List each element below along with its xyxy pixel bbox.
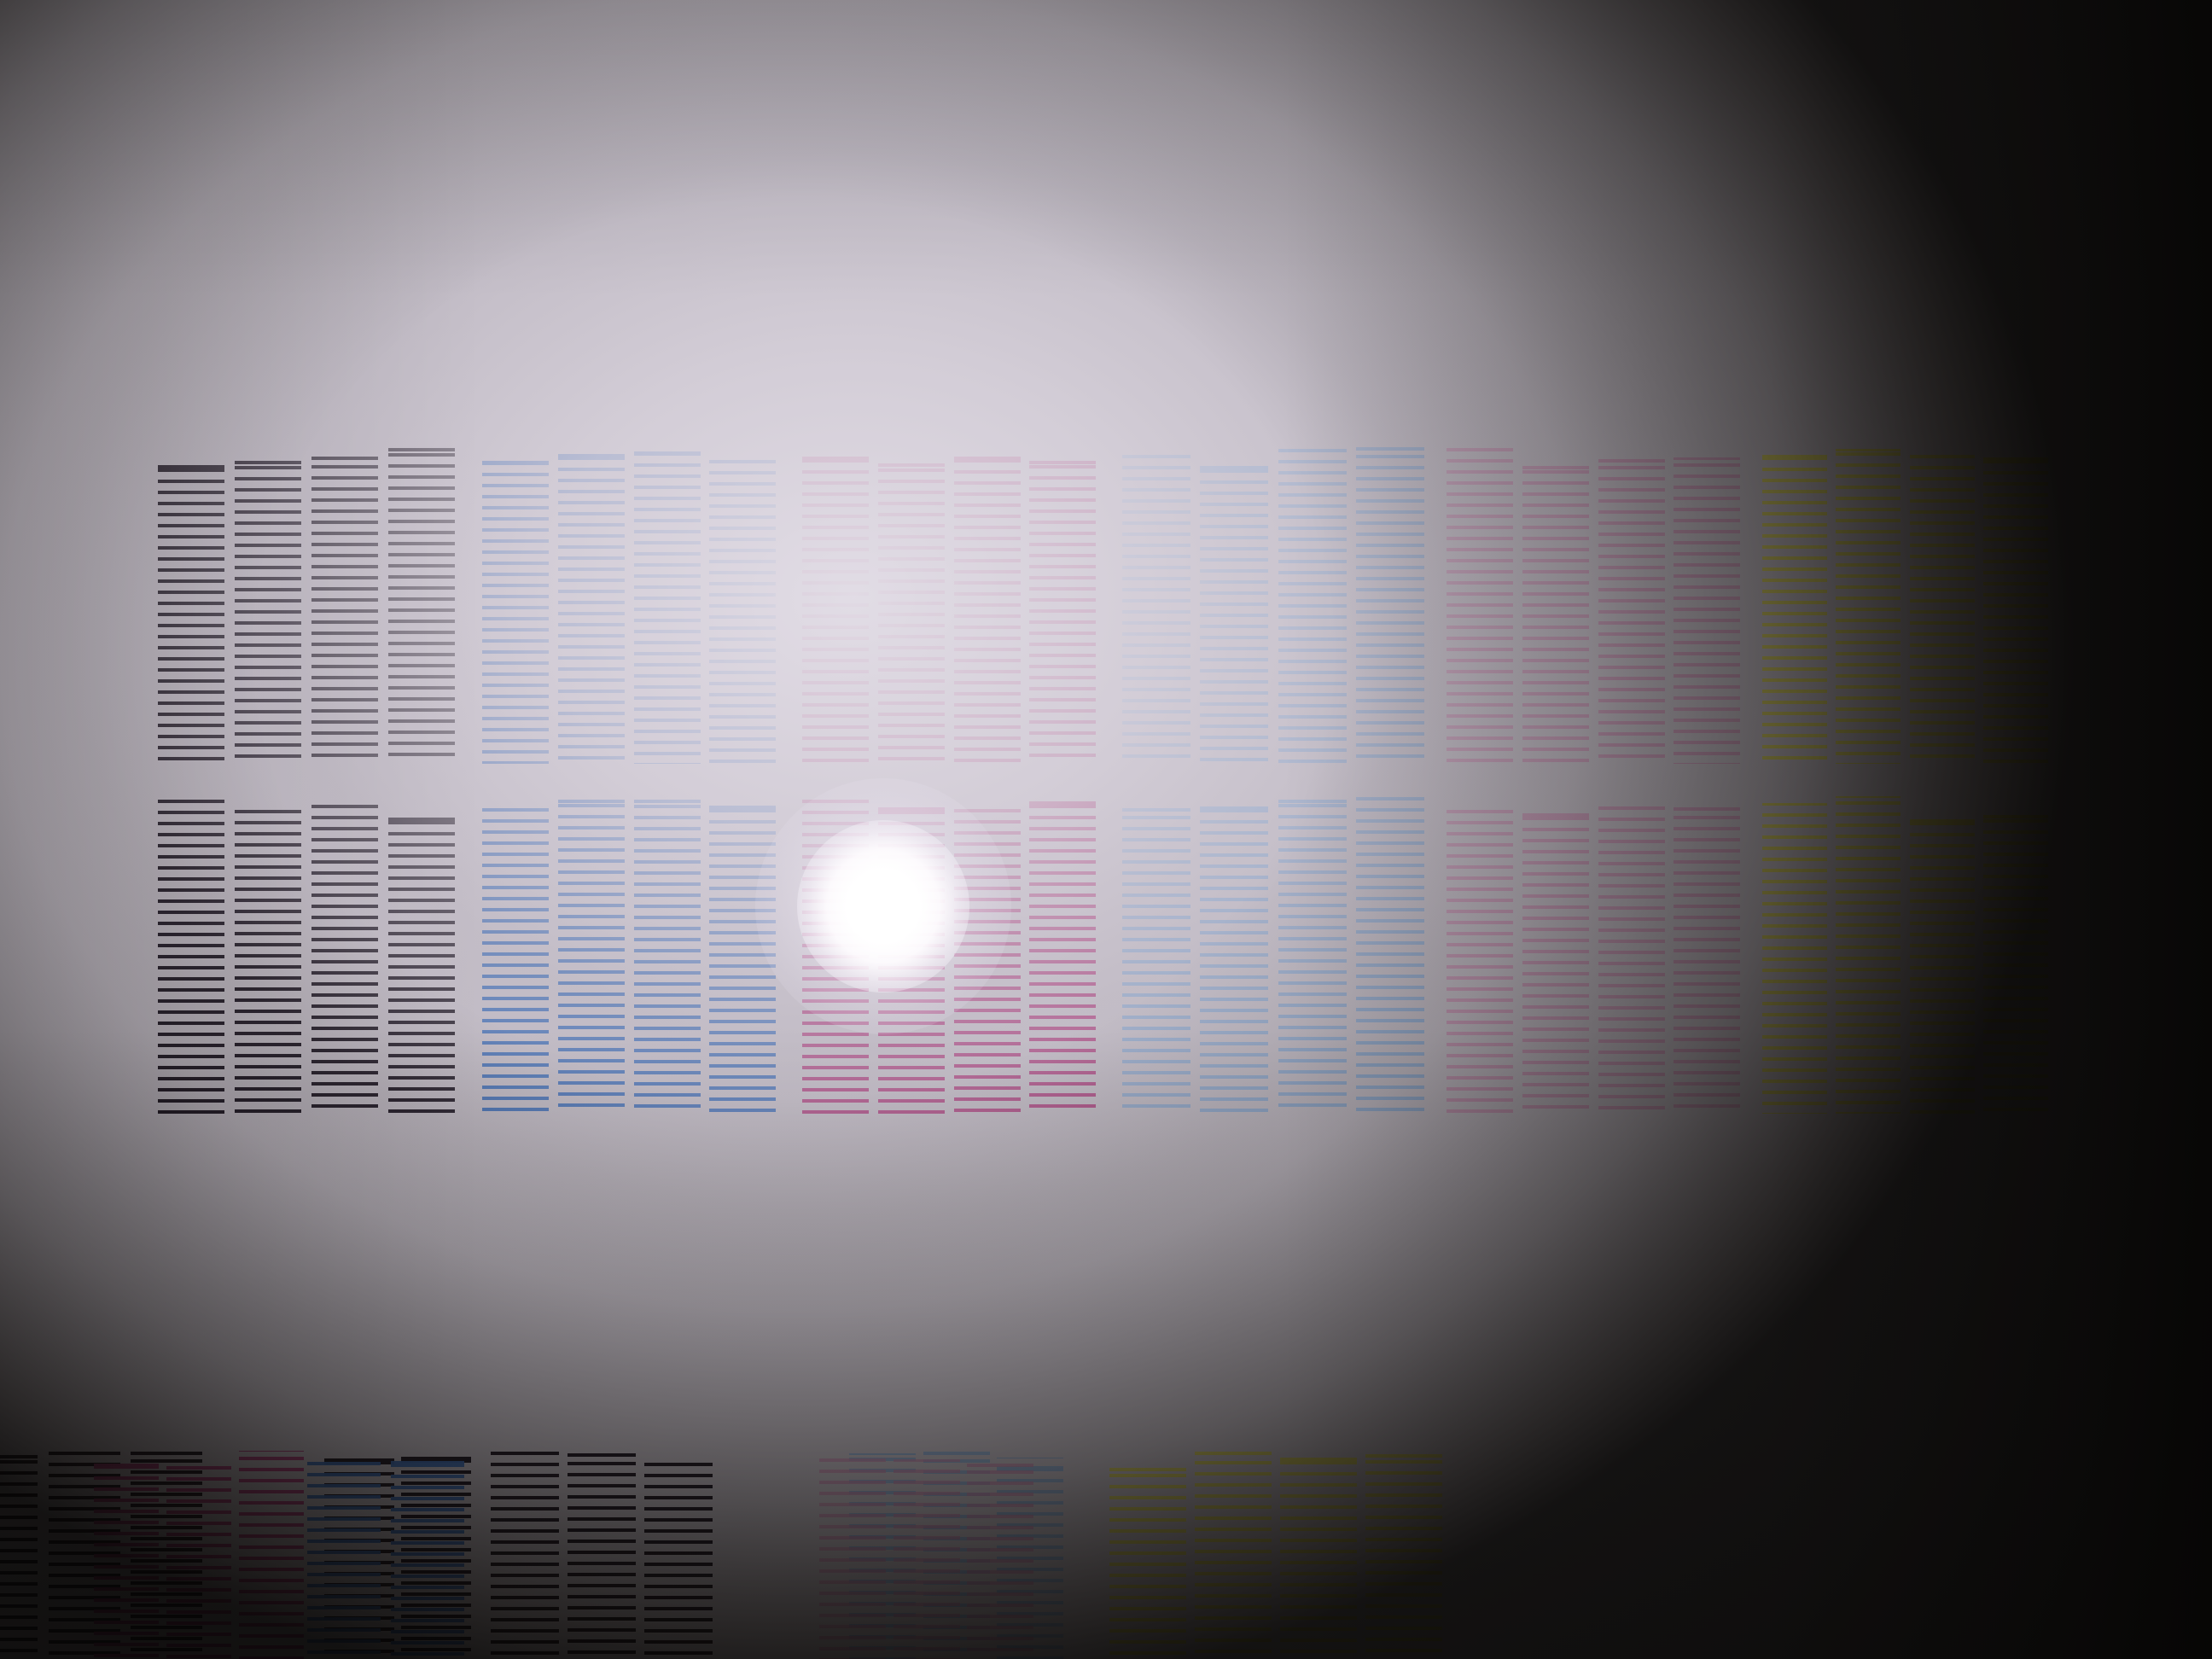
group-yellow-3 bbox=[1109, 1449, 1451, 1659]
group-lightmagenta-1-col-2 bbox=[1522, 460, 1589, 764]
group-lightmagenta-2-col-1 bbox=[1447, 807, 1513, 1114]
group-cyan-1-col-1 bbox=[482, 461, 549, 764]
group-black-2-col-1 bbox=[158, 798, 224, 1114]
group-lightmagenta-3-col-3 bbox=[967, 1464, 1033, 1659]
group-yellow-3-col-4 bbox=[1365, 1453, 1442, 1659]
group-lightmagenta-1 bbox=[1447, 444, 1749, 764]
group-yellow-1-col-4 bbox=[1983, 451, 2048, 764]
group-yellow-1-col-1 bbox=[1762, 451, 1827, 764]
group-lightmagenta-2 bbox=[1447, 794, 1749, 1114]
group-cyan-3 bbox=[307, 1449, 474, 1659]
group-black-1-col-1 bbox=[158, 461, 224, 764]
group-yellow-2-col-1 bbox=[1762, 803, 1827, 1114]
group-black-2-col-2 bbox=[235, 803, 301, 1114]
group-yellow-1 bbox=[1762, 444, 2057, 764]
group-lightmagenta-1-col-3 bbox=[1598, 457, 1665, 764]
group-black-1-col-4 bbox=[388, 448, 455, 764]
group-magenta-2-col-3 bbox=[954, 804, 1021, 1114]
group-magenta-2 bbox=[802, 794, 1105, 1114]
group-lightmagenta-2-col-3 bbox=[1598, 803, 1665, 1114]
group-black-2 bbox=[158, 794, 465, 1114]
group-magenta-1-col-4 bbox=[1029, 460, 1096, 764]
group-lightcyan-2-col-1 bbox=[1122, 806, 1190, 1114]
group-lightmagenta-2-col-4 bbox=[1674, 806, 1740, 1114]
group-magenta-1-col-1 bbox=[802, 451, 869, 764]
group-black-1-col-3 bbox=[311, 456, 378, 764]
group-cyan-2 bbox=[482, 794, 785, 1114]
group-lightcyan-1-col-3 bbox=[1278, 448, 1347, 764]
group-black-1 bbox=[158, 444, 465, 764]
group-lightmagenta-1-col-1 bbox=[1447, 445, 1513, 764]
group-cyan-3-col-2 bbox=[391, 1457, 464, 1659]
group-magenta-1 bbox=[802, 444, 1105, 764]
group-lightcyan-2 bbox=[1122, 794, 1434, 1114]
group-black-5-col-1 bbox=[491, 1451, 559, 1659]
group-magenta-2-col-2 bbox=[878, 800, 945, 1114]
group-magenta-1-col-2 bbox=[878, 459, 945, 764]
group-lightcyan-1 bbox=[1122, 444, 1434, 764]
group-lightcyan-2-col-2 bbox=[1200, 800, 1268, 1114]
group-cyan-3-col-1 bbox=[307, 1460, 381, 1659]
group-black-5-col-3 bbox=[644, 1461, 713, 1659]
group-magenta-3 bbox=[94, 1449, 311, 1659]
group-yellow-2-col-2 bbox=[1836, 796, 1901, 1114]
group-cyan-2-col-4 bbox=[709, 800, 776, 1114]
band-middle bbox=[158, 794, 2057, 1114]
group-black-1-col-2 bbox=[235, 459, 301, 764]
group-black-3-col-1 bbox=[0, 1454, 38, 1659]
group-lightcyan-2-col-4 bbox=[1356, 795, 1424, 1114]
group-lightmagenta-2-col-2 bbox=[1522, 811, 1589, 1114]
group-magenta-3-col-1 bbox=[94, 1458, 159, 1659]
group-lightcyan-1-col-2 bbox=[1200, 461, 1268, 764]
group-yellow-1-col-3 bbox=[1910, 454, 1975, 764]
group-cyan-2-col-3 bbox=[634, 798, 701, 1114]
group-yellow-1-col-2 bbox=[1836, 449, 1901, 764]
group-yellow-3-col-3 bbox=[1280, 1456, 1357, 1659]
group-yellow-2-col-4 bbox=[1983, 810, 2048, 1114]
band-top bbox=[158, 444, 2057, 764]
band-bottom bbox=[0, 1449, 1485, 1659]
group-lightcyan-1-col-4 bbox=[1356, 445, 1424, 764]
group-cyan-1-col-2 bbox=[558, 451, 625, 764]
group-black-2-col-4 bbox=[388, 811, 455, 1114]
group-yellow-3-col-2 bbox=[1195, 1450, 1272, 1659]
group-magenta-2-col-1 bbox=[802, 798, 869, 1114]
group-lightcyan-1-col-1 bbox=[1122, 453, 1190, 764]
group-cyan-2-col-1 bbox=[482, 803, 549, 1114]
group-magenta-1-col-3 bbox=[954, 451, 1021, 764]
group-yellow-2-col-3 bbox=[1910, 812, 1975, 1114]
group-cyan-1-col-4 bbox=[709, 458, 776, 764]
group-magenta-3-col-3 bbox=[239, 1451, 304, 1659]
group-lightmagenta-3-col-1 bbox=[819, 1458, 886, 1659]
group-black-5-col-2 bbox=[568, 1451, 636, 1659]
group-black-2-col-3 bbox=[311, 804, 378, 1114]
group-cyan-1-col-3 bbox=[634, 451, 701, 764]
group-lightmagenta-3-col-2 bbox=[894, 1459, 960, 1659]
group-lightmagenta-3 bbox=[819, 1449, 1041, 1659]
group-lightcyan-2-col-3 bbox=[1278, 799, 1347, 1114]
group-cyan-1 bbox=[482, 444, 785, 764]
group-magenta-2-col-4 bbox=[1029, 800, 1096, 1114]
group-yellow-3-col-1 bbox=[1109, 1464, 1186, 1659]
group-yellow-2 bbox=[1762, 794, 2057, 1114]
group-black-5 bbox=[491, 1449, 721, 1659]
group-cyan-2-col-2 bbox=[558, 799, 625, 1114]
group-magenta-3-col-2 bbox=[166, 1461, 231, 1659]
group-lightmagenta-1-col-4 bbox=[1674, 457, 1740, 764]
